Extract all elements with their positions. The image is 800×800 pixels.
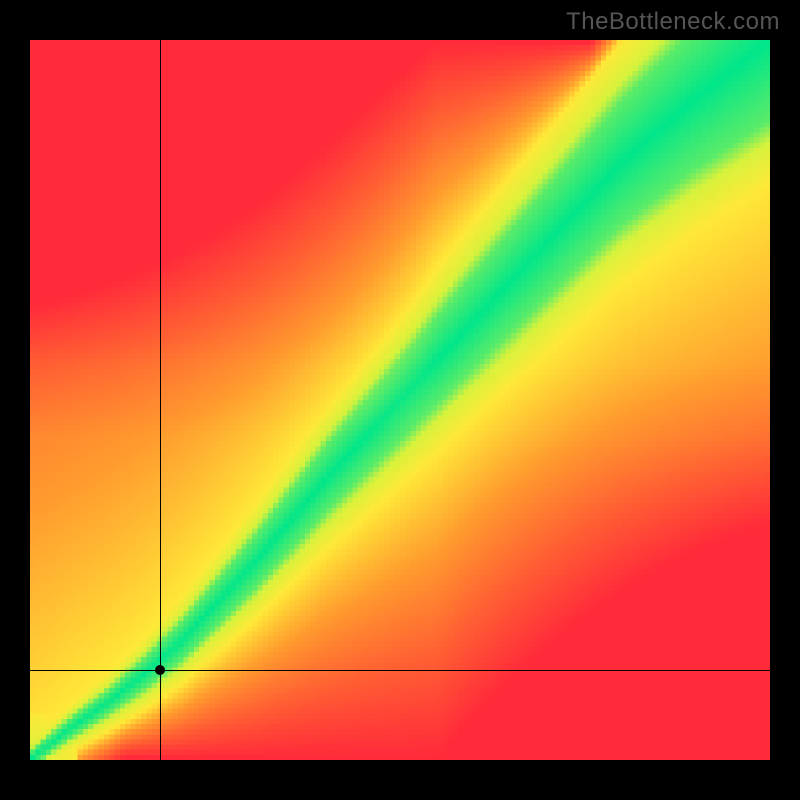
watermark-text: TheBottleneck.com <box>566 8 780 36</box>
crosshair-horizontal-line <box>30 670 770 671</box>
bottleneck-heatmap <box>30 40 770 760</box>
crosshair-marker <box>155 665 165 675</box>
crosshair-vertical-line <box>160 40 161 760</box>
chart-container: TheBottleneck.com <box>0 0 800 800</box>
